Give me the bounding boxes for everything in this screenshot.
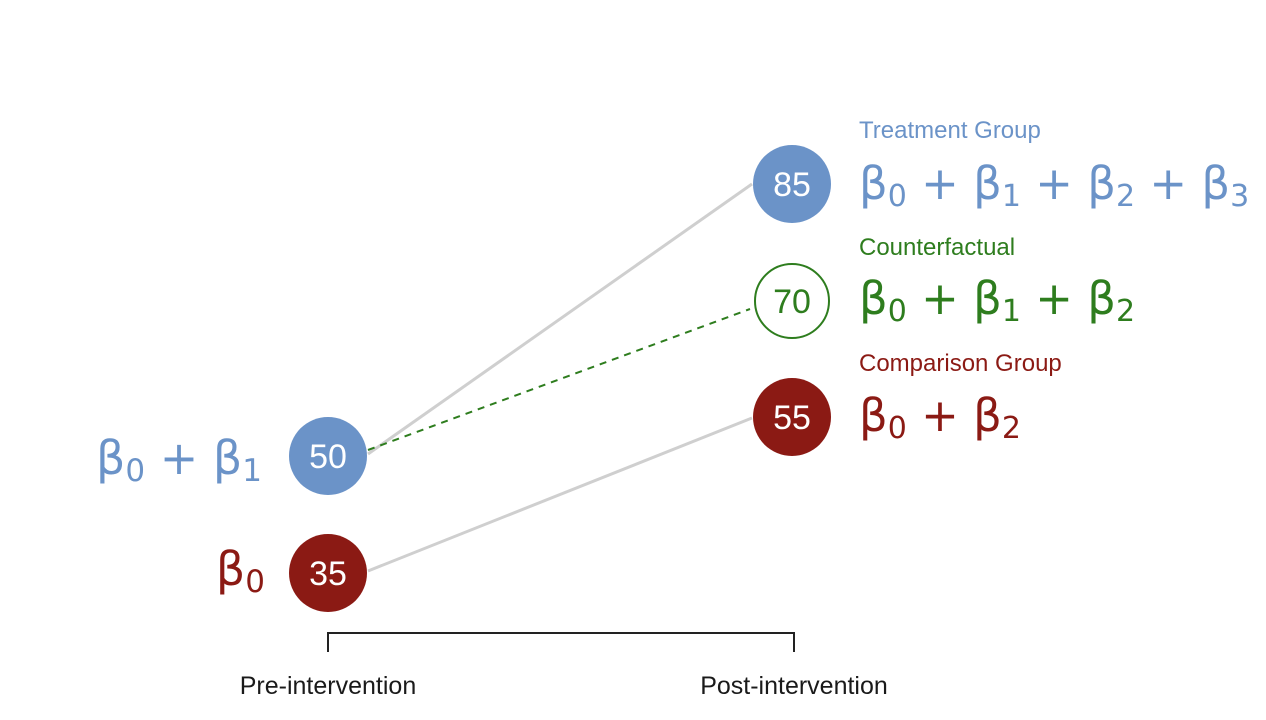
treatment-pre-value: 50	[309, 438, 347, 476]
comparison-line	[367, 416, 753, 573]
post-intervention-label: Post-intervention	[700, 672, 888, 700]
treatment-post-point: 85	[753, 145, 831, 223]
counterfactual-post-value: 70	[773, 283, 811, 321]
counterfactual-post-point: 70	[754, 263, 830, 339]
treatment-group-label: Treatment Group	[859, 117, 1041, 144]
treatment-pre-point: 50	[289, 417, 367, 495]
treatment-post-equation: β0 + β1 + β2 + β3	[859, 157, 1249, 214]
treatment-pre-equation: β0 + β1	[96, 431, 262, 489]
comparison-post-point: 55	[753, 378, 831, 456]
comparison-post-value: 55	[773, 399, 811, 437]
counterfactual-line	[367, 308, 751, 451]
comparison-post-equation: β0 + β2	[859, 389, 1021, 446]
treatment-line	[367, 182, 753, 456]
counterfactual-post-equation: β0 + β1 + β2	[859, 272, 1135, 329]
pre-intervention-label: Pre-intervention	[240, 672, 416, 700]
comparison-pre-value: 35	[309, 555, 347, 593]
comparison-pre-point: 35	[289, 534, 367, 612]
timeline-bracket	[327, 632, 795, 652]
treatment-post-value: 85	[773, 166, 811, 204]
comparison-pre-equation: β0	[216, 542, 265, 600]
comparison-group-label: Comparison Group	[859, 350, 1062, 377]
counterfactual-label: Counterfactual	[859, 234, 1015, 261]
